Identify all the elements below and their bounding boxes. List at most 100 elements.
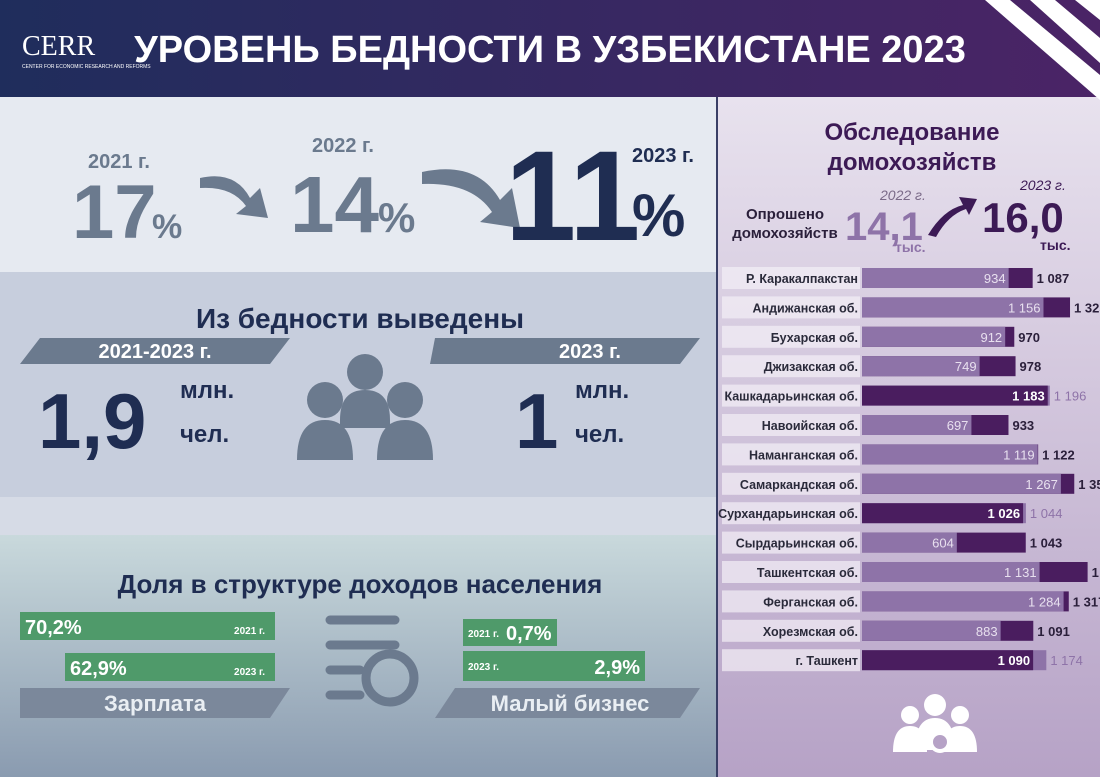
- bar: [862, 415, 972, 435]
- category-label: Сырдарьинская об.: [736, 537, 858, 551]
- value-label: 1 267: [1025, 477, 1058, 492]
- share: 62,9%: [70, 658, 127, 680]
- share: 0,7%: [506, 623, 552, 645]
- category-label: Кашкадарьинская об.: [724, 390, 858, 404]
- bar: [862, 532, 957, 553]
- label-bg: [722, 296, 860, 319]
- rate: 17: [72, 170, 157, 255]
- category-label: Бухарская об.: [771, 331, 858, 345]
- label-bg: [722, 619, 860, 642]
- group-name: Малый бизнес: [491, 691, 650, 716]
- value-label: 1 044: [1030, 506, 1063, 521]
- year: 2022 г.: [312, 135, 374, 157]
- value-label: 1 090: [998, 653, 1031, 668]
- arrow: [200, 176, 268, 218]
- category-label: Ташкентская об.: [757, 566, 858, 580]
- share: 70,2%: [25, 617, 82, 639]
- year: 2021 г.: [234, 626, 265, 637]
- year: 2023 г.: [468, 662, 499, 673]
- category-label: Р. Каракалпакстан: [746, 272, 858, 286]
- share-box: [463, 619, 557, 646]
- value-label: 1 122: [1042, 447, 1075, 462]
- value-label: 883: [976, 624, 998, 639]
- label-bg: [722, 472, 860, 495]
- value-label: 1 196: [1054, 389, 1087, 404]
- value-label: 1 174: [1050, 653, 1083, 668]
- rate: 14: [290, 160, 379, 249]
- bar: [862, 356, 980, 377]
- value-label: 1 284: [1028, 594, 1061, 609]
- value-label: 1 091: [1037, 624, 1070, 639]
- label-bg: [722, 502, 860, 525]
- logo-sub: CENTER FOR ECONOMIC RESEARCH AND REFORMS: [22, 64, 151, 70]
- year: 2023 г.: [632, 145, 694, 167]
- value-label: 970: [1018, 330, 1040, 345]
- year: 2021 г.: [468, 629, 499, 640]
- value: 14,1: [845, 205, 923, 249]
- unit: %: [378, 194, 415, 241]
- value-label: 749: [955, 359, 977, 374]
- label-bg: [722, 590, 860, 613]
- label-bg: [722, 384, 860, 407]
- period: 2021-2023 г.: [98, 341, 211, 363]
- unit: тыс.: [1040, 237, 1071, 253]
- category-label: г. Ташкент: [796, 654, 858, 668]
- unit: млн.: [180, 377, 234, 404]
- value-label: 1 352: [1078, 477, 1100, 492]
- value: 1: [515, 377, 558, 465]
- value-label: 978: [1020, 359, 1042, 374]
- category-label: Джизакская об.: [764, 360, 858, 374]
- label: Опрошено: [746, 206, 824, 223]
- category-label: Самаркандская об.: [740, 478, 858, 492]
- value-label: 1 026: [988, 506, 1021, 521]
- coins-icon: [325, 615, 419, 707]
- category-label: Сурхандарьинская об.: [718, 507, 858, 521]
- value-label: 1 317: [1073, 594, 1100, 609]
- category-label: Ферганская об.: [763, 595, 858, 609]
- label-bg: [722, 649, 860, 672]
- survey-icon: [893, 694, 977, 753]
- category-label: Навоийская об.: [762, 419, 858, 433]
- bar: [862, 473, 1061, 494]
- group-name: Зарплата: [104, 691, 207, 716]
- stripes: [985, 0, 1100, 100]
- arrow: [422, 169, 520, 228]
- label: домохозяйств: [732, 225, 837, 242]
- banner: [20, 338, 290, 364]
- bar: [862, 562, 1040, 582]
- year: 2022 г.: [879, 187, 926, 203]
- unit: чел.: [180, 421, 229, 448]
- bar: [862, 620, 1001, 641]
- label-bg: [722, 267, 860, 289]
- year: 2021 г.: [88, 151, 150, 173]
- unit: %: [632, 182, 685, 249]
- unit: млн.: [575, 377, 629, 404]
- category-label: Наманганская об.: [749, 448, 858, 462]
- value-label: 1 119: [1003, 447, 1035, 462]
- title: УРОВЕНЬ БЕДНОСТИ В УЗБЕКИСТАНЕ 2023: [134, 29, 966, 71]
- label-bg: [722, 531, 860, 554]
- share-box: [20, 612, 275, 640]
- people-icon: [297, 354, 433, 460]
- bar-chart: Р. Каракалпакстан 1 087 934 Андижанская об.…: [718, 267, 1100, 672]
- share-box: [65, 653, 275, 681]
- bar: [862, 650, 1034, 671]
- value-label: 1 043: [1030, 536, 1063, 551]
- section-title: домохозяйств: [828, 149, 997, 176]
- period: 2023 г.: [559, 341, 621, 363]
- label-bg: [722, 355, 860, 378]
- unit: %: [152, 208, 182, 246]
- value-label: 697: [947, 418, 969, 433]
- bar: [862, 444, 1038, 465]
- header: [0, 0, 1100, 97]
- arrow: [928, 197, 977, 237]
- banner: [20, 688, 290, 718]
- bar: [862, 503, 1024, 524]
- share-box: [463, 651, 645, 681]
- value-label: 933: [1012, 418, 1034, 433]
- panel: [0, 97, 716, 272]
- value-label: 1 087: [1037, 271, 1070, 286]
- value-label: 1 437: [1092, 565, 1100, 580]
- value-label: 1 131: [1004, 565, 1037, 580]
